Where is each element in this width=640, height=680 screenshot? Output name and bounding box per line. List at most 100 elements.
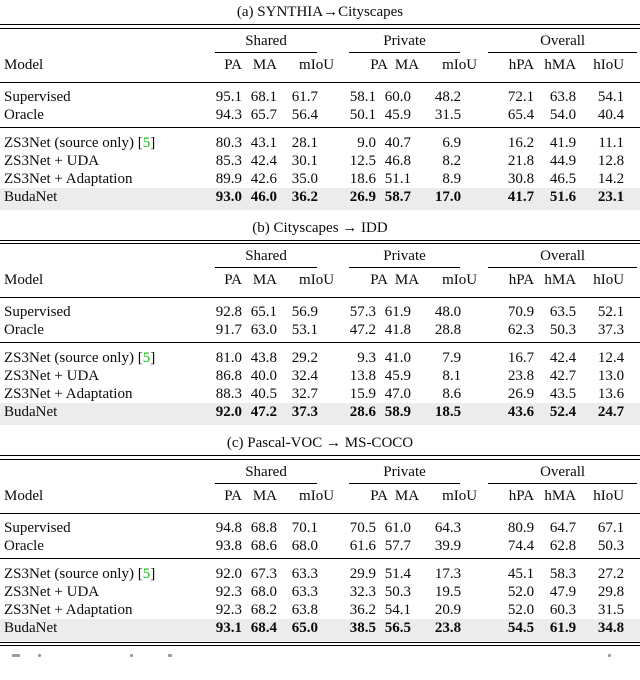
value-cell: 58.3 [549,565,577,582]
value-cell: 50.1 [346,105,379,128]
value-cell: 88.3 [215,386,242,403]
model-name-cell: ZS3Net (source only) [5] [4,565,156,582]
value-cell: 29.9 [349,565,377,582]
column-group-label-shared: Shared [215,33,318,53]
table-row-supervised: Supervised 94.8 68.8 70.1 70.5 61.0 64.3 80.9 64… [0,513,640,537]
value-cell: 8.9 [442,170,462,187]
value-cell: 13.0 [597,368,625,385]
value-cell: 93.0 [215,188,242,205]
model-column-header: Model [0,483,212,514]
value-cell: 45.1 [507,565,535,582]
column-header-hiou: hIoU [593,56,625,73]
citation-number[interactable]: 5 [142,565,151,582]
value-cell: 40.7 [384,134,412,151]
value-cell: 93.8 [212,536,244,559]
spacer-cell [463,536,486,559]
value-cell: 23.8 [434,619,462,636]
value-cell: 65.1 [250,304,277,321]
column-group-label-shared: Shared [215,464,318,484]
column-group-label-overall: Overall [488,248,638,269]
column-group-private: Private [346,460,463,484]
value-cell: 43.5 [549,386,577,403]
column-header-miou: mIoU [299,272,335,289]
column-header-hpa: hPA [508,487,535,504]
value-cell: 53.1 [279,321,321,344]
value-cell: 8.1 [442,368,462,385]
citation-link[interactable]: [5] [133,565,156,582]
table-row-zs3net-adaptation: ZS3Net + Adaptation 92.3 68.2 63.8 36.2 54.1 2… [0,601,640,619]
value-cell: 40.4 [578,105,627,128]
value-cell: 37.3 [291,404,319,421]
value-cell: 57.3 [349,304,377,321]
value-cell: 63.0 [244,321,279,344]
column-group-private: Private [346,244,463,269]
column-header-hiou: hIoU [593,272,625,289]
spacer-cell [463,244,485,268]
value-cell: 47.2 [346,321,379,344]
model-name-cell: Supervised [4,304,71,321]
column-header-miou: mIoU [299,56,335,73]
value-cell: 35.0 [291,170,319,187]
value-cell: 93.1 [215,619,242,636]
value-cell: 65.4 [485,105,537,128]
value-cell: 56.4 [279,105,321,128]
model-column-header: Model [0,268,212,299]
spacer-cell [626,385,640,403]
value-cell: 48.0 [434,304,462,321]
value-cell: 17.3 [434,565,462,582]
value-cell: 13.8 [349,368,377,385]
value-cell: 67.3 [250,565,277,582]
value-cell: 14.2 [597,170,625,187]
spacer-cell [320,105,347,128]
value-cell: 68.4 [250,619,277,636]
spacer-cell [626,105,640,128]
column-header-hma: hMA [544,56,577,73]
group-header-row: Shared Private Overall [0,244,640,269]
value-cell: 9.3 [357,350,377,367]
footnote-fragment [0,654,640,658]
paper-results-tables: (a) SYNTHIA→Cityscapes Shared Private Ov… [0,4,640,658]
value-cell: 92.0 [215,565,242,582]
spacer-cell [626,403,640,425]
spacer-cell [463,152,485,170]
column-header-hma: hMA [544,272,577,289]
model-name-cell: ZS3Net + UDA [4,368,100,385]
citation-number[interactable]: 5 [142,350,151,367]
column-header-pa: PA [370,272,389,289]
value-cell: 72.1 [507,88,535,105]
value-cell: 12.8 [597,152,625,169]
spacer-cell [320,583,346,601]
column-group-label-overall: Overall [488,464,638,484]
value-cell: 42.7 [549,368,577,385]
spacer-cell [626,367,640,385]
value-cell: 36.2 [349,601,377,618]
value-cell: 64.7 [549,519,577,536]
value-cell: 63.5 [549,304,577,321]
value-cell: 46.5 [549,170,577,187]
value-cell: 51.4 [384,565,412,582]
table-caption: (a) SYNTHIA→Cityscapes [236,4,404,20]
citation-number[interactable]: 5 [142,134,151,151]
citation-link[interactable]: [5] [133,350,156,367]
spacer-cell [626,188,640,210]
spacer-cell [463,105,486,128]
value-cell: 57.7 [378,536,414,559]
column-header-row: Model PA MA mIoU PA MA mIoU hPA hMA hIoU [0,52,640,83]
spacer-cell [320,619,346,641]
table-row-budanet: BudaNet 93.1 68.4 65.0 38.5 56.5 23.8 54.5 61.9 3… [0,618,640,641]
spacer-cell [320,343,346,368]
table-row-oracle: Oracle 93.8 68.6 68.0 61.6 57.7 39.9 74.4 62.8 50… [0,536,640,559]
value-cell: 52.1 [597,304,625,321]
value-cell: 65.0 [291,619,319,636]
table-row-oracle: Oracle 94.3 65.7 56.4 50.1 45.9 31.5 65.4 54.0 40… [0,105,640,128]
value-cell: 54.1 [384,601,412,618]
citation-link[interactable]: [5] [133,134,156,151]
value-cell: 68.0 [250,583,277,600]
value-cell: 12.4 [597,350,625,367]
value-cell: 58.9 [384,404,412,421]
spacer-cell [463,52,486,83]
value-cell: 32.4 [291,368,319,385]
spacer-cell [626,558,640,583]
value-cell: 28.6 [349,404,377,421]
spacer-cell [320,483,347,514]
